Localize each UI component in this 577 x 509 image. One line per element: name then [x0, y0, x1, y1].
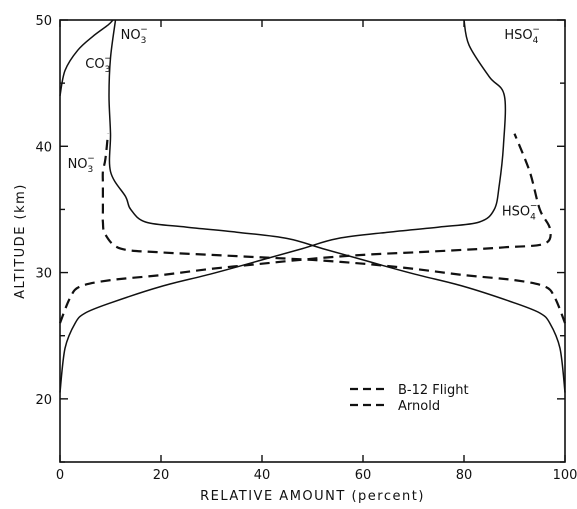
y-axis-label: ALTITUDE (km)	[13, 183, 28, 299]
series-line-3-solid	[59, 19, 114, 96]
species-annotations: CO3− NO3− HSO4− NO3− HSO4−	[68, 25, 540, 223]
tick-labels: 0 20 40 60 80 100 20 30 40 50	[35, 14, 577, 483]
x-tick-label: 80	[456, 468, 473, 483]
legend-label: Arnold	[398, 399, 440, 414]
species-label: HSO4−	[502, 202, 538, 223]
series-line-4-dashed	[101, 133, 567, 324]
species-label: HSO4−	[504, 25, 540, 46]
species-label: NO3−	[68, 154, 95, 175]
x-tick-label: 60	[355, 468, 372, 483]
x-tick-label: 100	[553, 468, 577, 483]
tick-marks	[59, 19, 566, 463]
species-label: CO3−	[85, 54, 112, 75]
series-line-1-solid	[59, 19, 507, 393]
x-tick-label: 20	[153, 468, 170, 483]
series-layer	[58, 19, 567, 393]
x-axis-label: RELATIVE AMOUNT (percent)	[200, 489, 425, 504]
species-label: NO3−	[121, 25, 148, 46]
x-tick-label: 40	[254, 468, 271, 483]
y-tick-label: 30	[35, 267, 52, 282]
y-tick-label: 50	[35, 14, 52, 29]
series-line-5-dashed	[58, 133, 552, 324]
plot-frame	[59, 19, 566, 463]
legend-label: B-12 Flight	[398, 383, 469, 398]
x-tick-label: 0	[56, 468, 64, 483]
y-tick-label: 40	[35, 140, 52, 155]
series-line-2-solid	[108, 19, 566, 393]
y-tick-label: 20	[35, 393, 52, 408]
